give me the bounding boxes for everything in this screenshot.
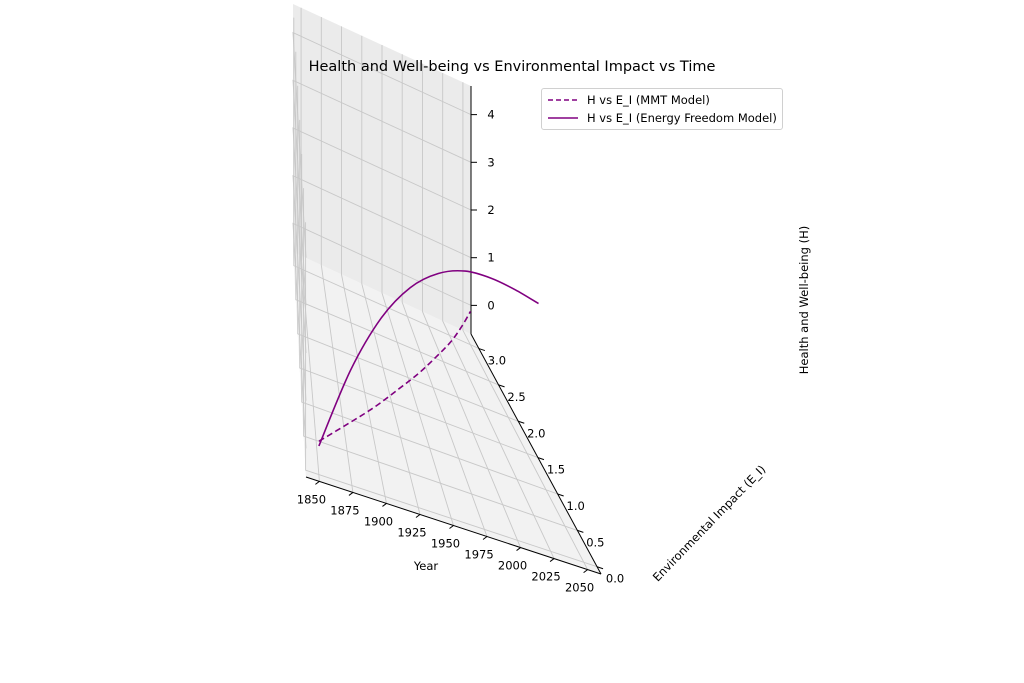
y-tick xyxy=(518,420,525,424)
legend-label-mmt: H vs E_I (MMT Model) xyxy=(587,92,710,107)
x-tick xyxy=(382,503,387,507)
legend-label-energy-freedom: H vs E_I (Energy Freedom Model) xyxy=(587,110,777,125)
z-gridline xyxy=(292,127,472,354)
y-tick xyxy=(596,566,604,570)
y-tick-label: 2.5 xyxy=(507,390,525,404)
y-tick-label: 1.5 xyxy=(547,463,565,477)
x-tick-label: 2050 xyxy=(565,581,594,595)
legend: H vs E_I (MMT Model) H vs E_I (Energy Fr… xyxy=(541,88,783,130)
y-tick xyxy=(537,457,545,461)
z-axis-label: Health and Well-being (H) xyxy=(797,226,811,374)
x-tick xyxy=(516,547,521,551)
chart-title: Health and Well-being vs Environmental I… xyxy=(308,59,716,75)
y-axis-line xyxy=(470,333,602,575)
legend-item-energy-freedom: H vs E_I (Energy Freedom Model) xyxy=(548,109,777,126)
x-tick xyxy=(482,536,488,540)
y-tick-label: 0.0 xyxy=(606,572,624,586)
x-tick-label: 1950 xyxy=(431,537,460,551)
x-tick xyxy=(348,492,354,496)
z-gridline xyxy=(292,79,472,306)
z-tick-label: 0 xyxy=(487,298,494,312)
y-tick xyxy=(557,493,564,497)
x-tick xyxy=(583,569,588,573)
y-tick-label: 2.0 xyxy=(527,426,545,440)
y-axis-label: Environmental Impact (E_I) xyxy=(650,462,769,584)
y-tick xyxy=(498,384,505,388)
z-tick-label: 2 xyxy=(487,203,494,217)
x-tick xyxy=(449,525,454,529)
y-tick-label: 0.5 xyxy=(586,535,604,549)
series-layer xyxy=(318,269,539,447)
x-tick-label: 1900 xyxy=(364,514,393,528)
z-gridline xyxy=(292,222,472,449)
x-tick xyxy=(315,481,320,485)
x-tick-label: 2000 xyxy=(498,559,527,573)
x-tick xyxy=(549,558,555,562)
z-tick-label: 3 xyxy=(487,155,494,169)
x-tick-label: 1875 xyxy=(330,503,359,517)
y-tick-label: 1.0 xyxy=(567,499,585,513)
z-gridline xyxy=(292,174,472,401)
z-gridline xyxy=(292,31,472,258)
x-tick-label: 1850 xyxy=(297,492,326,506)
y-tick-label: 3.0 xyxy=(488,354,506,368)
ticks: 1850 1875 1900 1925 1950 1975 2000 2025 2050 0.0 0… xyxy=(297,108,624,595)
x-tick-label: 1925 xyxy=(397,525,426,539)
legend-swatch-solid xyxy=(548,116,578,119)
x-tick xyxy=(415,514,421,518)
x-axis-label: Year xyxy=(413,559,439,573)
legend-item-mmt: H vs E_I (MMT Model) xyxy=(548,91,710,108)
z-tick-label: 1 xyxy=(487,251,494,265)
y-tick xyxy=(577,529,584,533)
gridlines xyxy=(292,7,598,570)
y-tick xyxy=(478,348,486,352)
x-tick-label: 2025 xyxy=(531,570,560,584)
series-line-energy-freedom xyxy=(318,269,539,447)
legend-swatch-dashed xyxy=(548,98,578,101)
z-tick-label: 4 xyxy=(487,108,494,122)
series-line-mmt xyxy=(318,310,472,442)
x-tick-label: 1975 xyxy=(464,548,493,562)
